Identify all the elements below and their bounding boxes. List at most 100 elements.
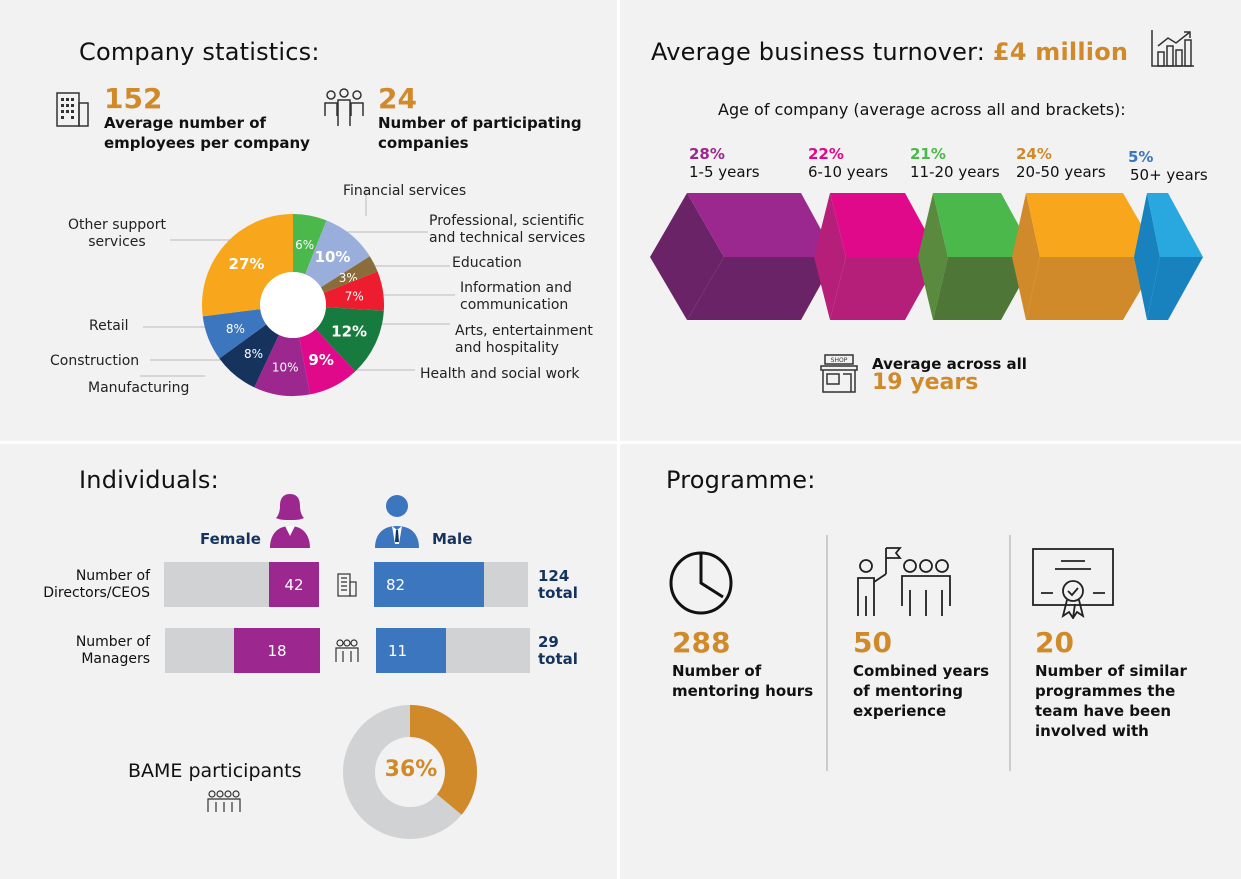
programme-value: 50 — [853, 626, 892, 659]
age-bracket-chart — [650, 193, 1203, 320]
bracket-side-face — [814, 193, 846, 320]
bracket-range: 1-5 years — [689, 163, 760, 181]
certificate-icon — [1032, 548, 1114, 619]
company-title: Company statistics: — [79, 38, 320, 66]
bracket-bottom-face — [1147, 257, 1203, 320]
pie-slice — [323, 271, 384, 311]
turnover-value: £4 million — [992, 38, 1129, 66]
bracket-side-face — [650, 193, 724, 320]
growth-chart-icon — [1151, 30, 1194, 67]
bame-pct: 36% — [384, 757, 438, 782]
pie-slice — [315, 307, 384, 372]
horizontal-divider — [0, 441, 1241, 444]
building-icon — [337, 573, 357, 597]
pie-slice — [305, 220, 370, 288]
total-value: 124 — [538, 567, 570, 585]
female-bar: 18 — [234, 628, 320, 673]
pie-slice-label: 8% — [226, 322, 245, 336]
male-label: Male — [432, 530, 473, 548]
divider — [1009, 535, 1011, 771]
divider — [826, 535, 828, 771]
label-professional: Professional, scientific and technical s… — [429, 213, 586, 246]
bracket-bottom-face — [1026, 257, 1160, 320]
pie-slice-label: 8% — [244, 347, 263, 361]
label-health: Health and social work — [420, 366, 580, 382]
programme-label: Number of mentoring hours — [672, 662, 814, 700]
bracket-top-face — [830, 193, 940, 257]
turnover-title: Average business turnover: £4 million — [651, 38, 1128, 66]
row-label: Number of Directors/CEOS — [40, 568, 150, 602]
bracket-pct: 28% — [689, 145, 725, 163]
total-word: total — [538, 584, 578, 602]
female-icon — [270, 494, 310, 548]
bracket-pct: 21% — [910, 145, 946, 163]
companies-label: Number of participating companies — [378, 114, 582, 152]
bame-slice — [410, 705, 477, 815]
avg-label: Average across all — [872, 355, 1027, 373]
label-construction: Construction — [50, 353, 140, 369]
turnover-label: Average business turnover: — [651, 38, 986, 66]
clock-pie-icon — [669, 551, 733, 615]
label-retail: Retail — [89, 318, 129, 334]
pie-slice — [299, 329, 356, 395]
bracket-label: 21% 11-20 years — [910, 145, 1000, 181]
bracket-label: 24% 20-50 years — [1016, 145, 1106, 181]
bame-donut — [343, 705, 477, 839]
programme-value: 288 — [672, 626, 731, 659]
pie-slice — [219, 324, 279, 388]
bracket-label: 5% 50+ years — [1128, 148, 1208, 184]
row-label-line: Number of — [75, 634, 150, 650]
pie-slice-label: 12% — [331, 322, 367, 340]
people-group-icon — [324, 88, 364, 126]
bracket-range: 6-10 years — [808, 163, 889, 181]
bracket-pct: 24% — [1016, 145, 1052, 163]
male-bar: 82 — [374, 562, 484, 607]
age-title: Age of company (average across all and b… — [718, 100, 1126, 119]
bracket-top-face — [687, 193, 836, 257]
bracket-pct: 22% — [808, 145, 844, 163]
pie-slice-label: 10% — [272, 361, 299, 375]
pie-slice-label: 7% — [345, 289, 364, 303]
total-word: total — [538, 650, 578, 668]
shop-sign: SHOP — [831, 357, 848, 364]
male-icon — [375, 495, 419, 548]
pie-slice — [202, 214, 293, 317]
label-other: Other support services — [68, 217, 166, 250]
female-bar: 42 — [269, 562, 319, 607]
pie-slice-label: 10% — [315, 248, 351, 266]
female-label: Female — [200, 530, 261, 548]
label-information: Information and communication — [460, 280, 572, 313]
pie-slice — [293, 214, 327, 275]
row-label-line: Directors/CEOS — [43, 585, 150, 601]
donut-hole — [260, 272, 326, 338]
pie-slice-label: 27% — [229, 255, 265, 273]
row-total: 29 total — [538, 634, 578, 668]
bracket-pct: 5% — [1128, 148, 1154, 166]
row-label-line: Number of — [75, 568, 150, 584]
sector-donut-chart: 6%10%3%7%12%9%10%8%8%27% — [140, 186, 455, 396]
pie-slice — [254, 334, 311, 396]
pie-slice-label: 9% — [308, 351, 333, 369]
bame-label: BAME participants — [128, 760, 302, 782]
bracket-range: 20-50 years — [1016, 163, 1106, 181]
male-bar: 11 — [376, 628, 446, 673]
pie-slice — [202, 309, 267, 359]
vertical-divider — [617, 0, 620, 879]
row-label: Number of Managers — [40, 634, 150, 668]
label-education: Education — [452, 255, 522, 271]
row-total: 124 total — [538, 568, 578, 602]
bracket-side-face — [1134, 193, 1160, 320]
individuals-title: Individuals: — [79, 466, 219, 494]
pie-slice-label: 6% — [295, 238, 314, 252]
employees-label: Average number of employees per company — [104, 114, 310, 152]
label-financial: Financial services — [343, 183, 467, 199]
programme-label: Number of similar programmes the team ha… — [1035, 662, 1187, 740]
programme-value: 20 — [1035, 626, 1074, 659]
office-building-icon — [56, 92, 89, 127]
total-value: 29 — [538, 633, 559, 651]
bracket-range: 50+ years — [1130, 166, 1208, 184]
bracket-label: 22% 6-10 years — [808, 145, 888, 181]
bracket-range: 11-20 years — [910, 163, 1000, 181]
bracket-top-face — [1026, 193, 1160, 257]
shop-icon: SHOP — [820, 354, 858, 393]
